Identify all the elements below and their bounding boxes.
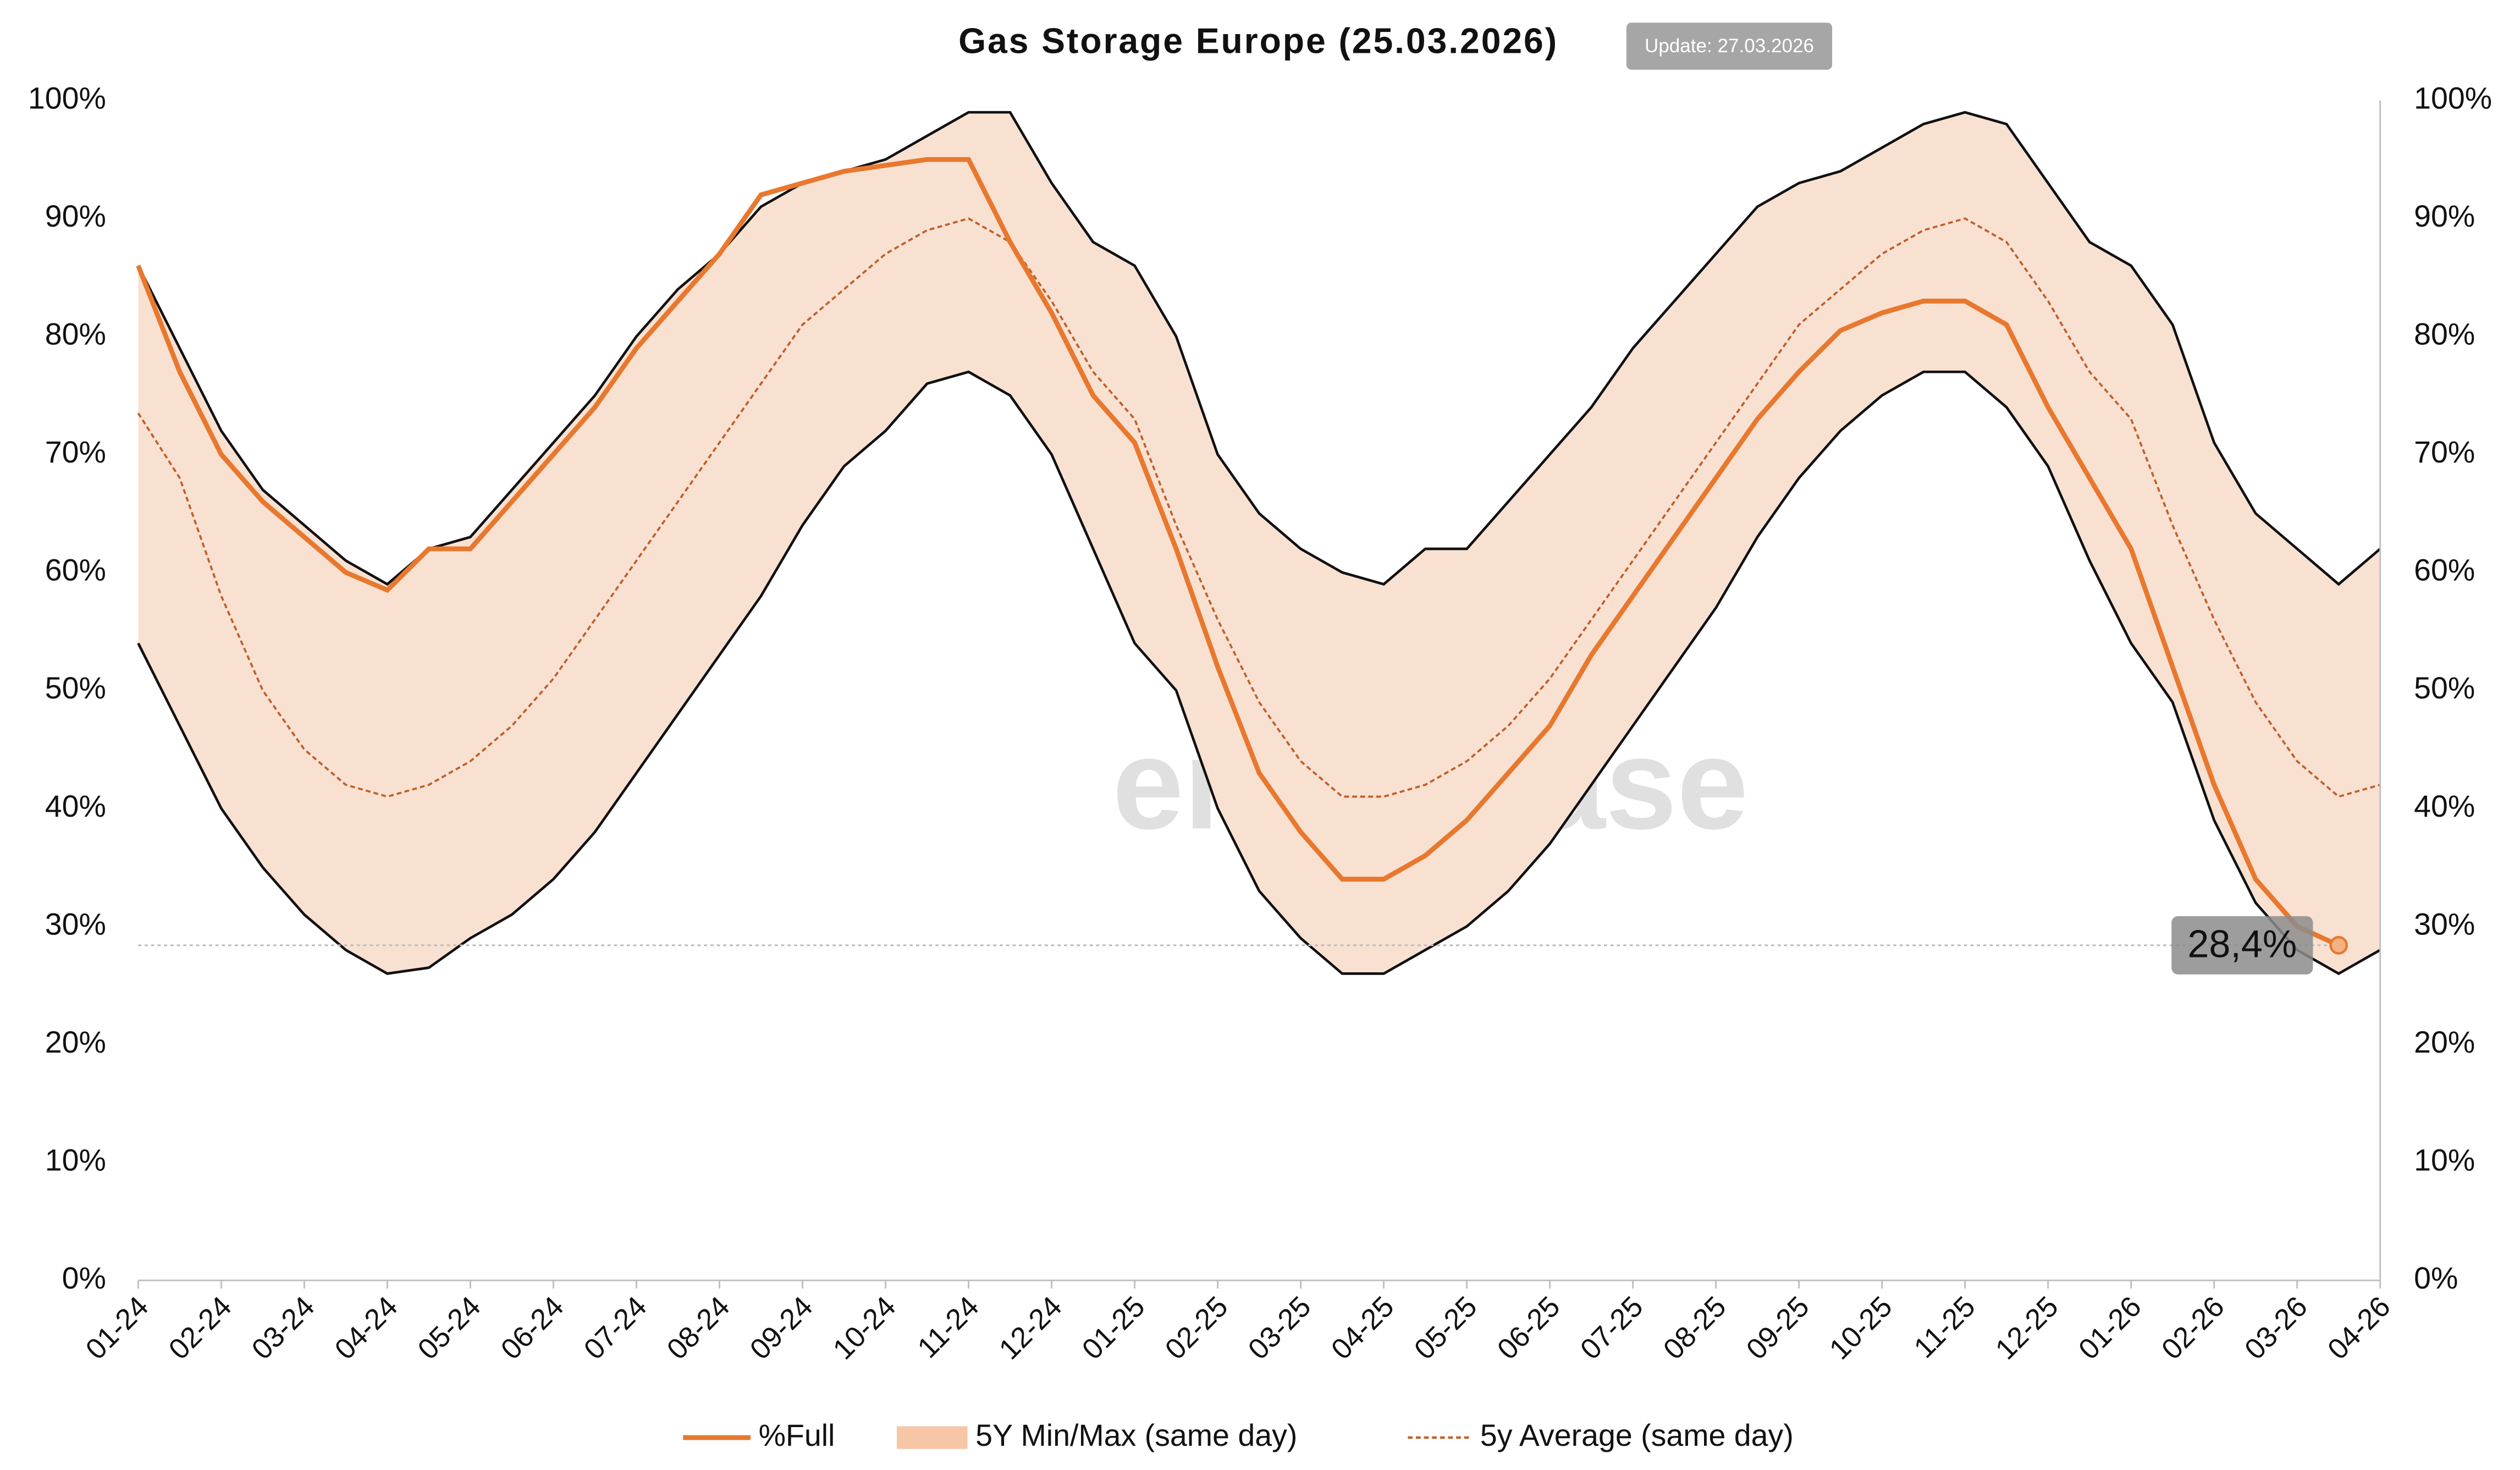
x-tick-label: 10-25 (1823, 1290, 1899, 1366)
y2-tick-label: 80% (2414, 317, 2475, 351)
value-label: 28,4% (2187, 922, 2297, 965)
y-tick-label: 90% (45, 199, 106, 233)
x-tick-label: 09-24 (744, 1290, 819, 1366)
x-tick-label: 03-25 (1242, 1290, 1317, 1366)
y2-tick-label: 0% (2414, 1261, 2458, 1295)
y2-tick-label: 30% (2414, 907, 2475, 941)
chart-title: Gas Storage Europe (25.03.2026) (958, 21, 1558, 60)
x-tick-label: 02-26 (2155, 1290, 2231, 1366)
x-tick-label: 11-25 (1908, 1290, 1982, 1364)
update-badge (1626, 23, 1833, 70)
y-tick-label: 80% (45, 317, 106, 351)
x-tick-label: 03-26 (2238, 1290, 2314, 1366)
y-tick-label: 20% (45, 1025, 106, 1059)
x-tick-label: 01-24 (80, 1290, 155, 1366)
x-tick-label: 10-24 (827, 1290, 902, 1366)
band-max-line (137, 111, 2381, 586)
y2-tick-label: 10% (2414, 1143, 2475, 1177)
last-point (2329, 935, 2348, 955)
full-line (136, 157, 2340, 948)
y-tick-label: 100% (28, 81, 106, 115)
minmax-band (138, 112, 2380, 974)
band-min-line (137, 370, 2381, 976)
x-tick-label: 12-24 (993, 1290, 1068, 1366)
x-tick-label: 01-25 (1076, 1290, 1151, 1366)
y-tick-label: 30% (45, 907, 106, 941)
y2-tick-label: 100% (2414, 81, 2492, 115)
legend-label: %Full (759, 1418, 835, 1452)
x-tick-label: 06-24 (495, 1290, 570, 1366)
x-tick-label: 12-25 (1989, 1290, 2065, 1366)
y-tick-label: 70% (45, 435, 106, 469)
y-tick-label: 10% (45, 1143, 106, 1177)
y2-tick-label: 50% (2414, 671, 2475, 705)
x-tick-label: 07-24 (578, 1290, 653, 1366)
legend-swatch (896, 1426, 968, 1449)
x-tick-label: 05-24 (412, 1290, 487, 1366)
legend-label: 5Y Min/Max (same day) (975, 1418, 1297, 1452)
average-line (137, 217, 2381, 798)
x-tick-label: 02-25 (1159, 1290, 1234, 1366)
legend-label: 5y Average (same day) (1480, 1418, 1794, 1452)
x-tick-label: 05-25 (1408, 1290, 1484, 1366)
x-tick-label: 02-24 (163, 1290, 238, 1366)
x-tick-label: 07-25 (1574, 1290, 1650, 1366)
x-tick-label: 04-26 (2322, 1290, 2397, 1366)
y-tick-label: 40% (45, 789, 106, 823)
x-tick-label: 08-25 (1657, 1290, 1733, 1366)
value-label-box (2171, 916, 2313, 975)
y-tick-label: 50% (45, 671, 106, 705)
x-tick-label: 04-25 (1325, 1290, 1400, 1366)
x-tick-label: 03-24 (246, 1290, 321, 1366)
y2-tick-label: 40% (2414, 789, 2475, 823)
y2-tick-label: 70% (2414, 435, 2475, 469)
y-tick-label: 60% (45, 553, 106, 587)
update-text: Update: 27.03.2026 (1645, 35, 1814, 57)
x-tick-label: 09-25 (1740, 1290, 1816, 1366)
y2-tick-label: 60% (2414, 553, 2475, 587)
y2-tick-label: 90% (2414, 199, 2475, 233)
y-tick-label: 0% (62, 1261, 106, 1295)
x-tick-label: 04-24 (329, 1290, 404, 1366)
x-tick-label: 06-25 (1491, 1290, 1567, 1366)
y2-tick-label: 20% (2414, 1025, 2475, 1059)
x-tick-label: 11-24 (912, 1290, 985, 1364)
x-tick-label: 08-24 (661, 1290, 736, 1366)
x-tick-label: 01-26 (2072, 1290, 2148, 1366)
